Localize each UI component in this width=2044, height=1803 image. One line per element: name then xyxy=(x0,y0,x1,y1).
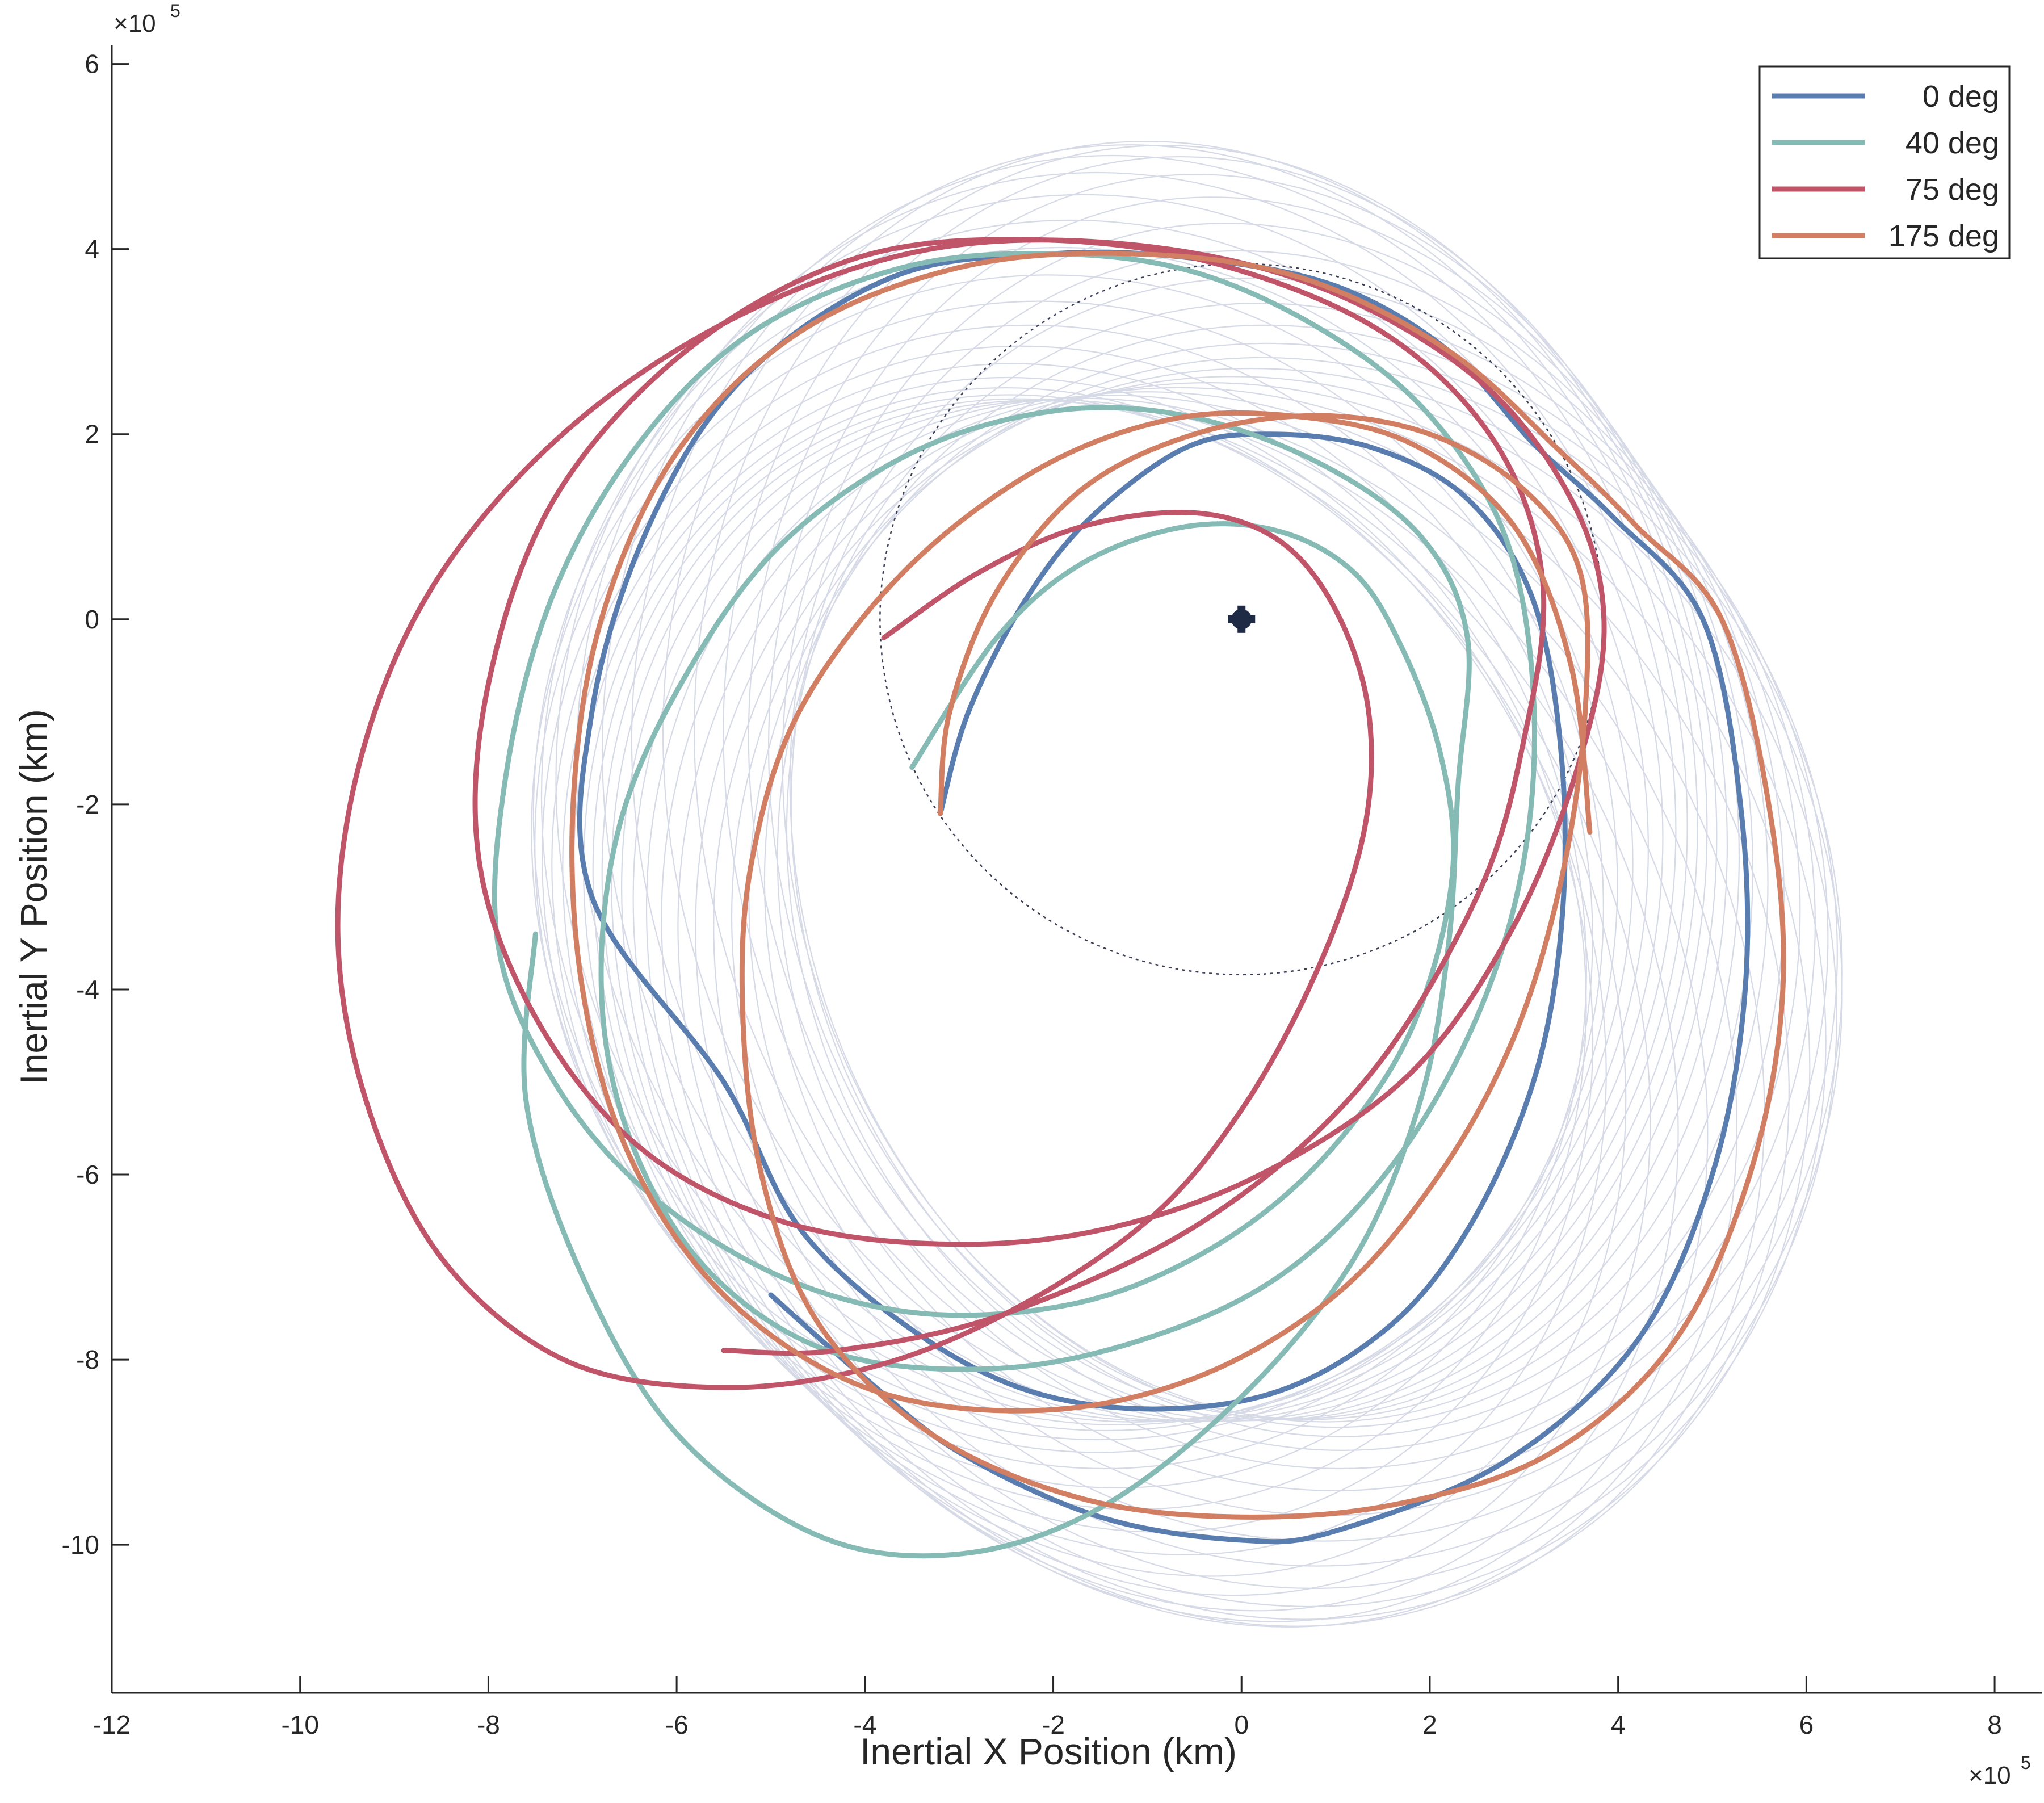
y-tick-label: -4 xyxy=(76,975,99,1004)
series-layer xyxy=(335,237,1786,1559)
x-tick-label: -8 xyxy=(477,1710,500,1739)
background-orbit xyxy=(782,223,1769,1423)
y-tick-label: -6 xyxy=(76,1160,99,1189)
background-orbit xyxy=(541,324,1593,1470)
background-orbit xyxy=(677,387,1811,1608)
x-tick-label: 2 xyxy=(1422,1710,1437,1739)
background-orbit xyxy=(645,395,1765,1627)
background-orbit xyxy=(786,303,1816,1451)
central-body-layer xyxy=(1228,605,1256,633)
background-orbit xyxy=(583,387,1607,1555)
y-tick-label: 2 xyxy=(85,420,99,449)
x-tick-label: -2 xyxy=(1042,1710,1065,1739)
background-orbit xyxy=(576,171,1677,1422)
y-axis-title: Inertial Y Position (km) xyxy=(12,709,54,1084)
x-exponent-label: ×10 5 xyxy=(1969,1752,2031,1789)
legend-label-0-deg: 0 deg xyxy=(1923,79,1999,114)
legend-label-75-deg: 75 deg xyxy=(1906,173,1999,207)
background-orbit xyxy=(555,194,1664,1423)
background-orbit xyxy=(631,144,1698,1422)
x-tick-label: 8 xyxy=(1987,1710,2002,1739)
series-line-0-deg xyxy=(577,249,1751,1545)
y-exponent-power: 5 xyxy=(170,1,181,21)
central-body-cross-v xyxy=(1237,605,1246,633)
y-exponent-label: ×10 5 xyxy=(114,1,181,37)
x-tick-label: 0 xyxy=(1234,1710,1249,1739)
x-exponent-base: ×10 xyxy=(1969,1762,2011,1789)
background-orbit-family xyxy=(531,140,1843,1628)
axes xyxy=(111,45,2042,1694)
x-tick-label: -6 xyxy=(665,1710,689,1739)
y-tick-label: -10 xyxy=(62,1530,99,1559)
y-tick-label: 4 xyxy=(85,234,99,264)
ticks: -12 -10 -8 -6 -4 -2 0 2 4 6 8 -10 -8 -6 -4 -2 0 2 4 6 xyxy=(62,49,2002,1739)
y-tick-label: -8 xyxy=(76,1345,99,1374)
y-exponent-base: ×10 xyxy=(114,10,156,37)
background-orbit xyxy=(534,300,1604,1453)
x-tick-label: 6 xyxy=(1799,1710,1814,1739)
background-orbit xyxy=(748,357,1843,1516)
background-orbit xyxy=(621,399,1709,1622)
background-orbit xyxy=(713,376,1837,1567)
x-tick-label: 4 xyxy=(1611,1710,1626,1739)
background-orbit xyxy=(592,394,1627,1577)
legend-label-175-deg: 175 deg xyxy=(1888,219,1999,253)
legend-label-40-deg: 40 deg xyxy=(1906,126,1999,160)
x-exponent-power: 5 xyxy=(2021,1752,2031,1773)
background-orbit xyxy=(695,382,1827,1590)
background-orbit xyxy=(632,397,1737,1628)
x-tick-label: -12 xyxy=(93,1710,131,1739)
legend: 0 deg 40 deg 75 deg 175 deg xyxy=(1758,65,2011,259)
background-orbit xyxy=(723,156,1728,1420)
x-tick-label: -10 xyxy=(281,1710,318,1739)
background-orbit xyxy=(693,145,1718,1422)
background-orbit xyxy=(767,196,1754,1420)
x-tick-label: -4 xyxy=(853,1710,876,1739)
series-line-175-deg xyxy=(569,250,1786,1520)
y-tick-label: -2 xyxy=(76,790,99,819)
y-tick-label: 6 xyxy=(85,49,99,79)
series-line-75-deg xyxy=(335,237,1607,1390)
x-axis-title: Inertial X Position (km) xyxy=(860,1730,1237,1772)
background-orbit xyxy=(531,274,1618,1441)
background-orbit xyxy=(789,250,1785,1428)
background-orbit xyxy=(790,277,1801,1437)
y-tick-label: 0 xyxy=(85,605,99,634)
